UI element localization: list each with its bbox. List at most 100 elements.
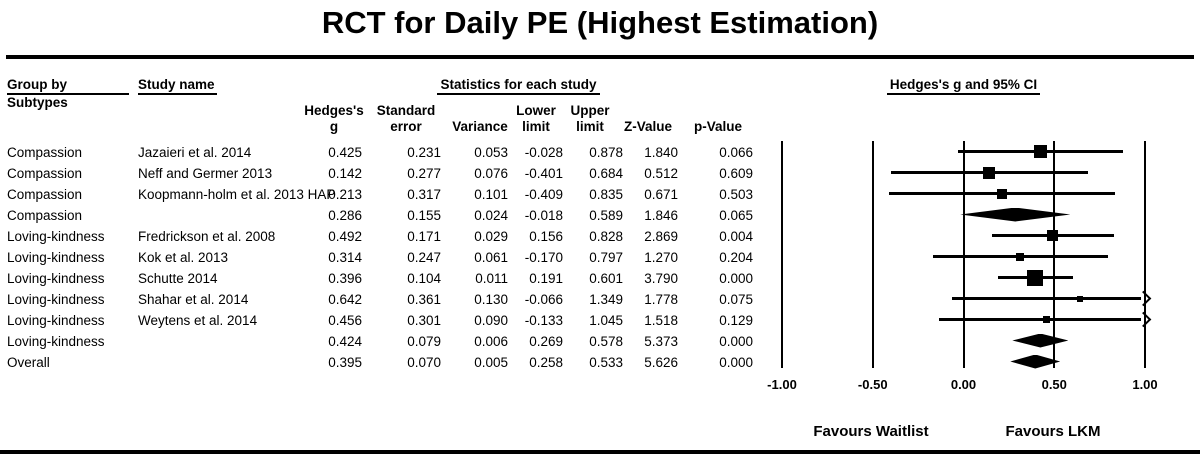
cell-lower: 0.191 [529, 271, 563, 286]
cell-p: 0.000 [719, 271, 753, 286]
ci-line [939, 318, 1141, 321]
cell-upper: 1.349 [589, 292, 623, 307]
cell-upper: 0.684 [589, 166, 623, 181]
cell-se: 0.361 [407, 292, 441, 307]
column-heading-subtypes: Subtypes [7, 95, 68, 110]
cell-study: Koopmann-holm et al. 2013 HAP [138, 187, 336, 202]
cell-z: 2.869 [644, 229, 678, 244]
bottom-divider [0, 450, 1200, 454]
cell-g: 0.314 [328, 250, 362, 265]
cell-group: Compassion [7, 166, 83, 181]
cell-se: 0.277 [407, 166, 441, 181]
column-heading-statistics: Statistics for each study [437, 77, 600, 95]
cell-group: Compassion [7, 208, 83, 223]
cell-variance: 0.005 [474, 355, 508, 370]
cell-se: 0.079 [407, 334, 441, 349]
column-header-line: Standard [376, 103, 436, 118]
cell-variance: 0.024 [474, 208, 508, 223]
column-header-line: limit [576, 118, 604, 134]
cell-upper: 0.578 [589, 334, 623, 349]
cell-g: 0.213 [328, 187, 362, 202]
cell-upper: 1.045 [589, 313, 623, 328]
axis-line [1053, 141, 1056, 368]
column-header-line: g [329, 118, 339, 134]
cell-study: Shahar et al. 2014 [138, 292, 249, 307]
cell-group: Loving-kindness [7, 250, 105, 265]
column-header-variance: Variance [438, 101, 522, 134]
cell-z: 5.626 [644, 355, 678, 370]
cell-se: 0.104 [407, 271, 441, 286]
summary-diamond [960, 207, 1071, 222]
effect-square [1042, 316, 1050, 323]
column-header-line: p-Value [693, 118, 742, 134]
cell-se: 0.247 [407, 250, 441, 265]
cell-lower: 0.269 [529, 334, 563, 349]
favours-left-label: Favours Waitlist [813, 423, 929, 440]
column-heading-group: Group by [7, 77, 129, 95]
cell-lower: -0.028 [524, 145, 563, 160]
cell-variance: 0.101 [474, 187, 508, 202]
column-header-z-value: Z-Value [606, 101, 690, 134]
cell-se: 0.171 [407, 229, 441, 244]
cell-lower: -0.018 [524, 208, 563, 223]
cell-study: Jazaieri et al. 2014 [138, 145, 252, 160]
cell-lower: -0.409 [524, 187, 563, 202]
summary-diamond [1010, 354, 1061, 369]
cell-p: 0.066 [719, 145, 753, 160]
cell-lower: -0.401 [524, 166, 563, 181]
column-heading-study: Study name [138, 77, 217, 95]
column-header-line: error [390, 118, 422, 134]
cell-p: 0.204 [719, 250, 753, 265]
cell-group: Loving-kindness [7, 271, 105, 286]
cell-study: Weytens et al. 2014 [138, 313, 258, 328]
cell-lower: -0.133 [524, 313, 563, 328]
cell-p: 0.609 [719, 166, 753, 181]
cell-variance: 0.076 [474, 166, 508, 181]
cell-g: 0.424 [328, 334, 362, 349]
effect-square [1077, 295, 1084, 302]
effect-square [983, 166, 996, 179]
cell-lower: -0.066 [524, 292, 563, 307]
effect-square [997, 188, 1008, 199]
cell-z: 1.846 [644, 208, 678, 223]
cell-p: 0.000 [719, 334, 753, 349]
cell-z: 0.671 [644, 187, 678, 202]
axis-tick-label: 0.00 [950, 377, 977, 392]
column-header-line: Variance [452, 118, 508, 134]
effect-square [1034, 145, 1048, 158]
cell-g: 0.286 [328, 208, 362, 223]
cell-study: Kok et al. 2013 [138, 250, 229, 265]
cell-z: 5.373 [644, 334, 678, 349]
cell-g: 0.425 [328, 145, 362, 160]
cell-p: 0.065 [719, 208, 753, 223]
cell-group: Loving-kindness [7, 334, 105, 349]
cell-upper: 0.828 [589, 229, 623, 244]
cell-z: 1.778 [644, 292, 678, 307]
cell-z: 1.840 [644, 145, 678, 160]
table-row: Loving-kindness Fredrickson et al. 2008 0.… [0, 228, 1200, 245]
cell-z: 3.790 [644, 271, 678, 286]
table-row: Compassion Koopmann-holm et al. 2013 HAP 0… [0, 186, 1200, 203]
axis-line [1144, 141, 1146, 368]
cell-study: Fredrickson et al. 2008 [138, 229, 276, 244]
axis-tick-label: 0.50 [1041, 377, 1067, 392]
effect-square [1016, 252, 1025, 261]
table-row: Overall 0.395 0.070 0.005 0.258 0.533 5.626 0.0… [0, 354, 1200, 371]
cell-upper: 0.797 [589, 250, 623, 265]
cell-variance: 0.029 [474, 229, 508, 244]
cell-lower: -0.170 [524, 250, 563, 265]
cell-p: 0.129 [719, 313, 753, 328]
cell-g: 0.642 [328, 292, 362, 307]
cell-p: 0.503 [719, 187, 753, 202]
summary-diamond [1012, 333, 1069, 348]
cell-g: 0.395 [328, 355, 362, 370]
chart-title: RCT for Daily PE (Highest Estimation) [321, 5, 879, 40]
cell-p: 0.000 [719, 355, 753, 370]
column-heading-effect: Hedges's g and 95% CI [887, 77, 1040, 95]
cell-upper: 0.589 [589, 208, 623, 223]
table-row: Loving-kindness Schutte 2014 0.396 0.104 0.0… [0, 270, 1200, 287]
cell-upper: 0.878 [589, 145, 623, 160]
column-header-line: limit [522, 118, 550, 134]
cell-z: 1.518 [644, 313, 678, 328]
cell-se: 0.155 [407, 208, 441, 223]
